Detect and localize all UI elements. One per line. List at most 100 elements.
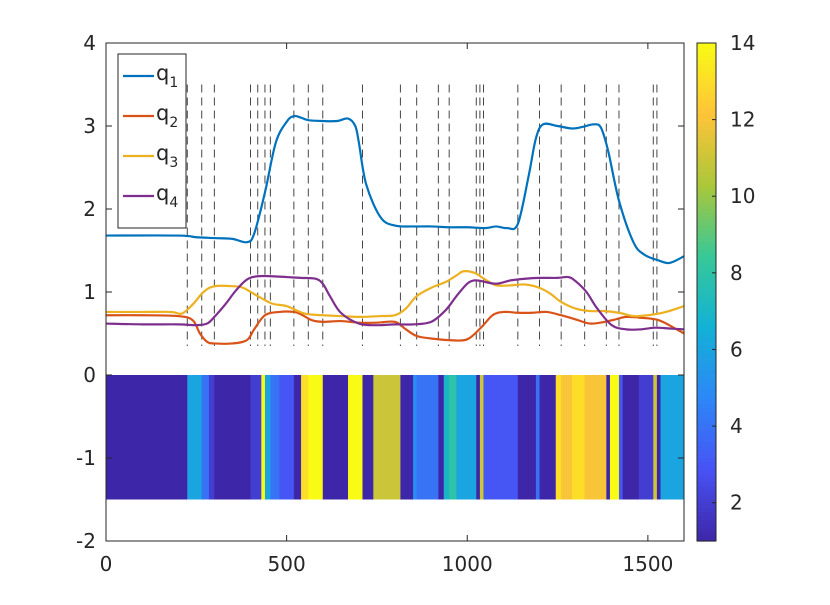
band-segment <box>308 375 324 500</box>
colorbar-step <box>697 275 716 281</box>
colorbar-step <box>697 258 716 264</box>
colorbar-step <box>697 350 716 355</box>
segment-band <box>106 375 685 500</box>
colorbar-step <box>697 63 716 69</box>
series-lines <box>105 114 685 345</box>
colorbar-step <box>697 117 716 123</box>
colorbar-step <box>697 399 716 405</box>
colorbar-step <box>697 200 716 206</box>
band-segment <box>609 375 620 500</box>
colorbar-step <box>697 146 716 152</box>
colorbar-step <box>697 233 716 239</box>
band-segment <box>362 375 374 500</box>
band-segment <box>348 375 363 500</box>
colorbar-tick-label: 6 <box>730 337 743 361</box>
colorbar-tick-label: 12 <box>730 108 755 132</box>
colorbar-tick-label: 10 <box>730 184 755 208</box>
colorbar-step <box>697 138 716 144</box>
colorbar-step <box>697 528 716 534</box>
colorbar-step <box>697 84 716 90</box>
colorbar-step <box>697 254 716 260</box>
colorbar-step <box>697 296 716 301</box>
band-segment <box>584 375 607 500</box>
colorbar-step <box>697 209 716 214</box>
colorbar-step <box>697 250 716 256</box>
colorbar-step <box>697 246 716 252</box>
band-segment <box>555 375 562 500</box>
axis-ticks: 0 500 1000 1500 -2 -1 0 1 2 3 4 <box>76 31 684 576</box>
colorbar-step <box>697 383 716 389</box>
series-line-q4 <box>105 274 685 331</box>
colorbar-step <box>697 80 716 86</box>
colorbar-step <box>697 279 716 285</box>
colorbar-step <box>697 416 716 422</box>
colorbar-step <box>697 370 716 376</box>
colorbar-step <box>697 387 716 393</box>
colorbar-step <box>697 287 716 293</box>
band-segment <box>208 375 215 500</box>
colorbar-step <box>697 333 716 339</box>
band-segment <box>443 375 450 500</box>
band-segment <box>660 375 685 500</box>
colorbar-step <box>697 366 716 372</box>
colorbar-step <box>697 404 716 409</box>
colorbar-step <box>697 300 716 306</box>
band-segment <box>456 375 477 500</box>
band-segment <box>656 375 661 500</box>
colorbar-step <box>697 155 716 160</box>
colorbar-step <box>697 262 716 268</box>
band-segment <box>400 375 414 500</box>
colorbar-step <box>697 536 716 542</box>
colorbar-step <box>697 503 716 509</box>
colorbar-step <box>697 516 716 521</box>
colorbar-step <box>697 391 716 397</box>
colorbar-step <box>697 242 716 247</box>
band-segment <box>322 375 349 500</box>
colorbar-step <box>697 379 716 384</box>
colorbar-step <box>697 105 716 110</box>
colorbar-step <box>697 150 716 156</box>
colorbar-step <box>697 292 716 297</box>
colorbar-step <box>697 188 716 193</box>
colorbar-step <box>697 267 716 272</box>
colorbar-step <box>697 159 716 164</box>
colorbar-step <box>697 474 716 480</box>
colorbar-step <box>697 325 716 330</box>
y-tick-label: 2 <box>83 197 96 221</box>
colorbar-step <box>697 126 716 131</box>
colorbar-step <box>697 101 716 106</box>
legend-label-q1: q1 <box>156 61 178 91</box>
colorbar: 2 4 6 8 10 12 14 <box>696 31 755 542</box>
legend-label-q2: q2 <box>156 101 178 131</box>
colorbar-step <box>697 511 716 517</box>
band-segment <box>561 375 573 500</box>
colorbar-step <box>697 462 716 467</box>
colorbar-step <box>697 43 716 48</box>
colorbar-step <box>697 491 716 496</box>
band-segment <box>293 375 302 500</box>
colorbar-step <box>697 96 716 102</box>
series-line-q1 <box>105 114 685 265</box>
y-tick-label: 0 <box>83 363 96 387</box>
colorbar-step <box>697 412 716 418</box>
colorbar-step <box>697 466 716 472</box>
band-segment <box>618 375 623 500</box>
colorbar-step <box>697 520 716 525</box>
colorbar-step <box>697 59 716 65</box>
legend-box <box>117 53 187 229</box>
band-segment <box>264 375 271 500</box>
colorbar-step <box>697 213 716 218</box>
x-tick-label: 0 <box>100 552 113 576</box>
colorbar-frame <box>696 42 717 542</box>
colorbar-step <box>697 113 716 119</box>
band-segment <box>373 375 401 500</box>
band-segment <box>653 375 658 500</box>
colorbar-step <box>697 507 716 513</box>
colorbar-step <box>697 362 716 368</box>
colorbar-step <box>697 433 716 438</box>
colorbar-step <box>697 179 716 185</box>
legend-label-q4: q4 <box>156 181 178 211</box>
colorbar-step <box>697 175 716 181</box>
colorbar-step <box>697 532 716 538</box>
colorbar-step <box>697 312 716 318</box>
